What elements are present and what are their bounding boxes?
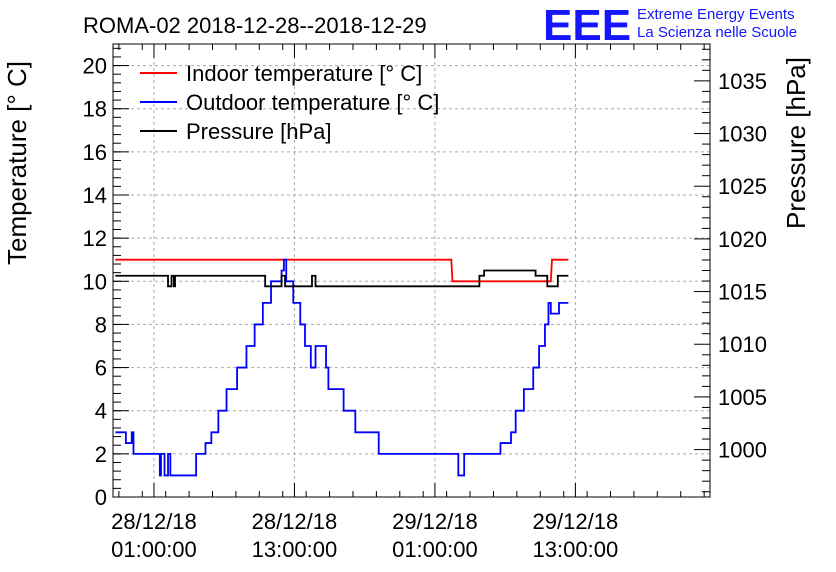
logo-line-1: Extreme Energy Events — [637, 6, 795, 23]
y-tick-label: 10 — [83, 269, 107, 294]
y-tick-label: 12 — [83, 226, 107, 251]
logo-line-2: La Scienza nelle Scuole — [637, 24, 797, 41]
y2-tick-label: 1000 — [718, 438, 767, 463]
x-tick-label-date: 28/12/18 — [111, 509, 197, 534]
x-tick-label-date: 28/12/18 — [252, 509, 338, 534]
series-line-indoor — [115, 258, 569, 283]
y2-tick-label: 1025 — [718, 174, 767, 199]
y2-tick-label: 1030 — [718, 122, 767, 147]
y2-tick-label: 1010 — [718, 332, 767, 357]
y-axis-title: Temperature [° C] — [2, 61, 32, 265]
y2-tick-label: 1020 — [718, 227, 767, 252]
y2-axis-title: Pressure [hPa] — [781, 57, 811, 229]
legend-label-outdoor: Outdoor temperature [° C] — [186, 90, 439, 115]
y-tick-label: 6 — [95, 356, 107, 381]
legend-label-indoor: Indoor temperature [° C] — [186, 61, 422, 86]
y-tick-label: 16 — [83, 140, 107, 165]
y-tick-label: 18 — [83, 97, 107, 122]
y2-tick-label: 1005 — [718, 385, 767, 410]
x-tick-label-time: 13:00:00 — [533, 537, 619, 562]
y-tick-label: 20 — [83, 54, 107, 79]
logo: EEE Extreme Energy Events La Scienza nel… — [543, 1, 797, 50]
x-tick-label-date: 29/12/18 — [533, 509, 619, 534]
x-tick-label-time: 13:00:00 — [252, 537, 338, 562]
x-tick-label-time: 01:00:00 — [392, 537, 478, 562]
logo-mark: EEE — [543, 1, 631, 50]
series-line-outdoor — [115, 258, 569, 477]
axis-ticks — [113, 44, 710, 498]
series-line-pressure — [115, 269, 569, 288]
legend: Indoor temperature [° C] Outdoor tempera… — [140, 61, 439, 144]
y-tick-label: 14 — [83, 183, 107, 208]
y-tick-label: 2 — [95, 442, 107, 467]
y-tick-label: 0 — [95, 485, 107, 510]
y-tick-label: 4 — [95, 399, 107, 424]
y-tick-label: 8 — [95, 312, 107, 337]
x-tick-label-date: 29/12/18 — [392, 509, 478, 534]
y2-tick-label: 1015 — [718, 280, 767, 305]
legend-label-pressure: Pressure [hPa] — [186, 119, 332, 144]
x-tick-label-time: 01:00:00 — [111, 537, 197, 562]
series-lines — [115, 258, 569, 477]
chart-title: ROMA-02 2018-12-28--2018-12-29 — [83, 13, 427, 38]
tick-labels: 0 2 4 6 8 10 12 14 16 18 20 1000 1005 1010 1015 1020 102… — [83, 54, 767, 562]
y2-tick-label: 1035 — [718, 69, 767, 94]
